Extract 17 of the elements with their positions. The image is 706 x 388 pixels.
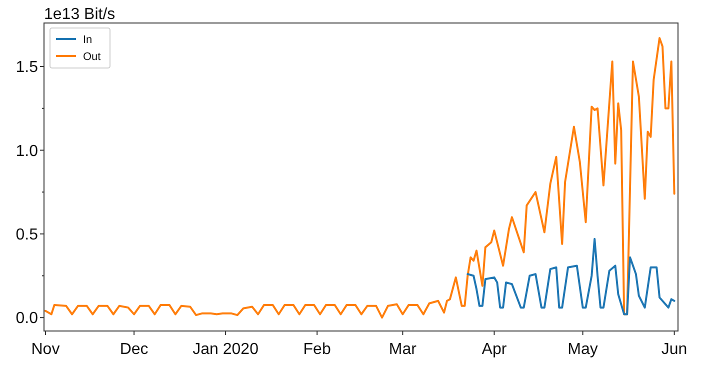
x-tick-label: Apr — [482, 341, 508, 358]
x-tick-label: Feb — [303, 341, 331, 358]
y-tick-label: 0.5 — [16, 226, 38, 244]
y-tick-label: 0.0 — [16, 310, 38, 328]
y-axis-title: 1e13 Bit/s — [44, 6, 116, 23]
legend-label: In — [83, 34, 92, 46]
x-tick-label: Mar — [388, 341, 418, 358]
y-tick-label: 1.0 — [16, 142, 38, 160]
x-tick-label: Jun — [661, 341, 688, 358]
line-series — [44, 37, 676, 319]
x-tick-label: May — [568, 341, 598, 358]
x-tick-label: Jan 2020 — [192, 341, 259, 358]
line-series — [466, 238, 676, 316]
y-tick-label: 1.5 — [16, 59, 38, 76]
legend-label: Out — [83, 50, 101, 63]
x-tick-label: Nov — [31, 341, 60, 358]
x-tick-label: Dec — [120, 341, 148, 358]
